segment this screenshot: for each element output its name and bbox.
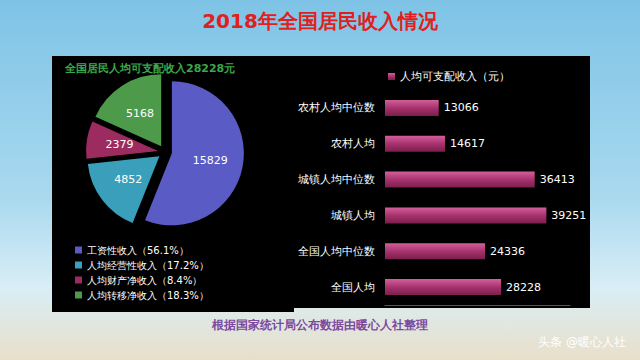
svg-text:农村人均: 农村人均 xyxy=(331,137,375,150)
svg-text:28228: 28228 xyxy=(506,281,541,294)
svg-text:2018年全国居民收入情况: 2018年全国居民收入情况 xyxy=(202,9,439,33)
svg-text:15829: 15829 xyxy=(193,154,228,167)
svg-text:24336: 24336 xyxy=(490,245,525,258)
svg-text:农村人均中位数: 农村人均中位数 xyxy=(298,101,375,114)
svg-text:39251: 39251 xyxy=(551,209,586,222)
svg-text:人均财产净收入（8.4%）: 人均财产净收入（8.4%） xyxy=(87,275,202,286)
svg-text:全国人均中位数: 全国人均中位数 xyxy=(298,245,375,258)
svg-text:人均经营性收入（17.2%）: 人均经营性收入（17.2%） xyxy=(87,260,209,271)
svg-text:工资性收入（56.1%）: 工资性收入（56.1%） xyxy=(87,245,189,256)
svg-text:全国居民人均可支配收入28228元: 全国居民人均可支配收入28228元 xyxy=(64,62,235,75)
svg-text:36413: 36413 xyxy=(540,173,575,186)
svg-text:人均可支配收入（元）: 人均可支配收入（元） xyxy=(400,70,510,83)
svg-text:4852: 4852 xyxy=(114,173,142,186)
svg-text:2379: 2379 xyxy=(106,138,134,151)
svg-text:人均转移净收入（18.3%）: 人均转移净收入（18.3%） xyxy=(87,290,209,301)
svg-text:根据国家统计局公布数据由暖心人社整理: 根据国家统计局公布数据由暖心人社整理 xyxy=(211,318,428,332)
svg-text:城镇人均中位数: 城镇人均中位数 xyxy=(297,173,375,186)
svg-text:全国人均: 全国人均 xyxy=(331,281,375,294)
svg-text:头条 @暖心人社: 头条 @暖心人社 xyxy=(538,335,626,349)
svg-text:城镇人均: 城镇人均 xyxy=(330,209,375,222)
svg-text:14617: 14617 xyxy=(450,137,485,150)
svg-text:5168: 5168 xyxy=(126,107,154,120)
svg-text:13066: 13066 xyxy=(444,101,479,114)
